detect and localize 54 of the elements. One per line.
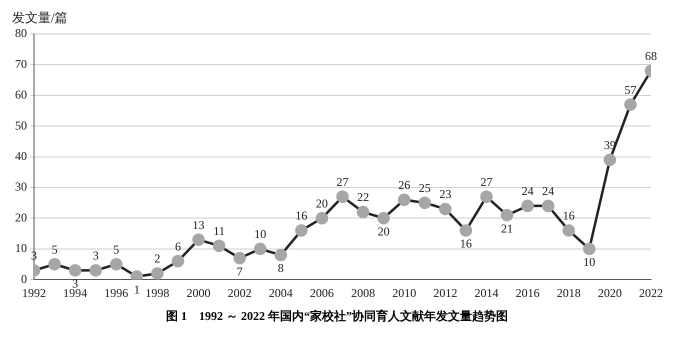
y-tick-label: 50 <box>15 118 27 132</box>
data-label: 5 <box>52 242 58 256</box>
x-tick-label: 2004 <box>268 286 293 300</box>
x-tick-label: 2006 <box>310 286 334 300</box>
x-tick-label: 2020 <box>598 286 622 300</box>
y-tick-label: 0 <box>21 272 27 286</box>
data-label: 5 <box>113 242 120 256</box>
x-tick-label: 1998 <box>145 286 170 300</box>
data-label: 10 <box>583 255 596 270</box>
x-tick-label: 2000 <box>186 286 211 300</box>
y-tick-label: 30 <box>15 180 27 194</box>
y-tick-label: 20 <box>15 210 27 224</box>
data-label: 16 <box>460 236 472 251</box>
x-tick-label: 2008 <box>351 286 376 300</box>
data-label: 24 <box>542 184 554 198</box>
x-tick-label: 2022 <box>639 286 663 300</box>
text: 图 1 1992 ～ 2022 年国内“家校社”协同育人文献年发文量趋势图 <box>165 308 509 325</box>
data-label: 6 <box>174 239 181 254</box>
data-label: 25 <box>418 181 431 196</box>
data-label: 27 <box>336 174 348 189</box>
x-tick-label: 2002 <box>228 286 252 300</box>
y-tick-label: 80 <box>15 26 27 40</box>
data-label: 10 <box>254 227 266 242</box>
data-label: 13 <box>192 218 205 232</box>
data-label: 11 <box>213 224 225 238</box>
y-tick-label: 60 <box>15 88 27 102</box>
data-label: 2 <box>154 252 160 266</box>
y-axis-title: 发文量/篇 <box>12 10 68 25</box>
x-tick-label: 2010 <box>392 286 416 300</box>
x-tick-label: 2012 <box>433 286 458 300</box>
x-tick-label: 1996 <box>104 286 128 300</box>
x-tick-label: 1992 <box>22 286 46 300</box>
data-label: 68 <box>645 48 657 63</box>
x-tick-label: 2014 <box>474 286 498 300</box>
y-tick-label: 40 <box>15 148 27 163</box>
data-label: 1 <box>134 282 140 297</box>
y-tick-label: 70 <box>15 56 27 71</box>
data-label: 21 <box>501 221 514 236</box>
data-label: 7 <box>236 264 243 278</box>
data-label: 24 <box>522 184 534 198</box>
data-label: 20 <box>316 196 328 210</box>
x-tick-label: 2016 <box>516 286 540 300</box>
data-label: 23 <box>439 187 452 202</box>
data-label: 26 <box>398 178 410 192</box>
data-label: 16 <box>295 208 308 223</box>
data-label: 20 <box>378 224 390 238</box>
data-label: 22 <box>357 190 370 204</box>
x-tick-label: 2018 <box>556 286 581 300</box>
data-label: 3 <box>92 248 99 263</box>
data-label: 27 <box>480 174 492 189</box>
y-tick-label: 10 <box>15 241 27 256</box>
data-label: 8 <box>278 261 284 276</box>
data-label: 16 <box>562 208 575 223</box>
data-label: 57 <box>624 82 636 97</box>
